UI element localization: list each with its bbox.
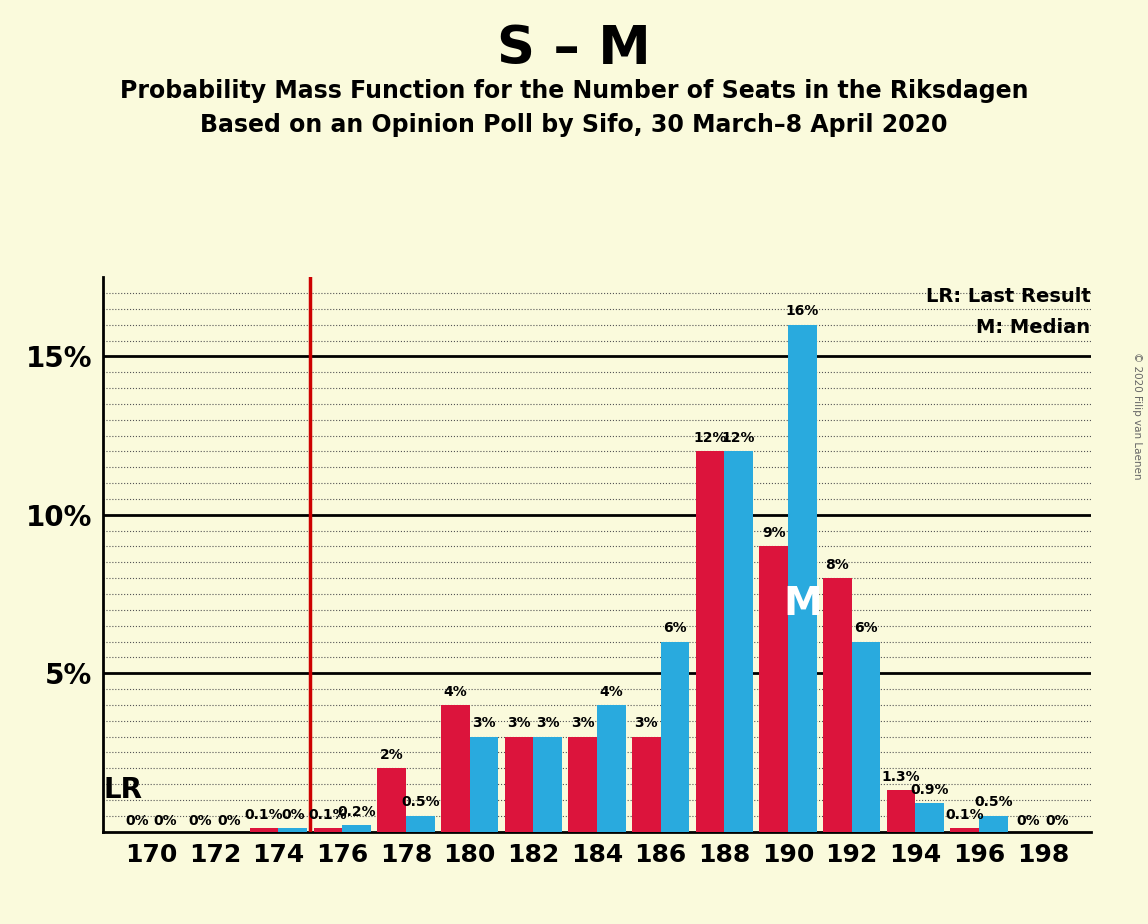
Bar: [597, 705, 626, 832]
Text: LR: LR: [103, 776, 142, 805]
Bar: [441, 705, 470, 832]
Text: 0%: 0%: [188, 814, 212, 829]
Text: 12%: 12%: [693, 432, 727, 445]
Text: Based on an Opinion Poll by Sifo, 30 March–8 April 2020: Based on an Opinion Poll by Sifo, 30 Mar…: [200, 113, 948, 137]
Text: 6%: 6%: [854, 621, 878, 635]
Text: © 2020 Filip van Laenen: © 2020 Filip van Laenen: [1132, 352, 1142, 480]
Text: 0%: 0%: [1046, 814, 1069, 829]
Bar: [378, 768, 406, 832]
Text: 0.1%: 0.1%: [245, 808, 284, 822]
Bar: [951, 829, 979, 832]
Text: Probability Mass Function for the Number of Seats in the Riksdagen: Probability Mass Function for the Number…: [119, 79, 1029, 103]
Bar: [505, 736, 534, 832]
Text: M: Median: M: Median: [977, 319, 1091, 337]
Text: 3%: 3%: [472, 716, 496, 730]
Bar: [342, 825, 371, 832]
Bar: [979, 816, 1008, 832]
Text: 2%: 2%: [380, 748, 403, 762]
Text: 12%: 12%: [722, 432, 755, 445]
Bar: [534, 736, 561, 832]
Bar: [886, 790, 915, 832]
Text: 0%: 0%: [1017, 814, 1040, 829]
Bar: [788, 324, 816, 832]
Bar: [406, 816, 435, 832]
Bar: [915, 803, 944, 832]
Text: LR: Last Result: LR: Last Result: [925, 286, 1091, 306]
Text: 0.2%: 0.2%: [338, 805, 375, 819]
Text: 3%: 3%: [507, 716, 530, 730]
Bar: [759, 546, 788, 832]
Text: 4%: 4%: [599, 685, 623, 699]
Text: 0%: 0%: [125, 814, 148, 829]
Text: 0.1%: 0.1%: [946, 808, 984, 822]
Bar: [696, 452, 724, 832]
Text: S – M: S – M: [497, 23, 651, 75]
Text: 16%: 16%: [785, 304, 819, 319]
Text: 0.5%: 0.5%: [401, 796, 440, 809]
Bar: [279, 829, 308, 832]
Text: M: M: [783, 585, 822, 623]
Bar: [724, 452, 753, 832]
Bar: [852, 641, 881, 832]
Bar: [250, 829, 279, 832]
Text: 8%: 8%: [825, 558, 850, 572]
Bar: [313, 829, 342, 832]
Text: 0%: 0%: [217, 814, 241, 829]
Bar: [660, 641, 689, 832]
Text: 0.5%: 0.5%: [975, 796, 1013, 809]
Bar: [823, 578, 852, 832]
Text: 3%: 3%: [635, 716, 658, 730]
Text: 9%: 9%: [762, 526, 785, 541]
Text: 0%: 0%: [281, 808, 304, 822]
Bar: [470, 736, 498, 832]
Text: 0%: 0%: [154, 814, 177, 829]
Bar: [633, 736, 660, 832]
Text: 6%: 6%: [664, 621, 687, 635]
Text: 0.9%: 0.9%: [910, 783, 949, 796]
Text: 4%: 4%: [443, 685, 467, 699]
Bar: [568, 736, 597, 832]
Text: 3%: 3%: [536, 716, 559, 730]
Text: 3%: 3%: [571, 716, 595, 730]
Text: 0.1%: 0.1%: [309, 808, 347, 822]
Text: 1.3%: 1.3%: [882, 770, 921, 784]
